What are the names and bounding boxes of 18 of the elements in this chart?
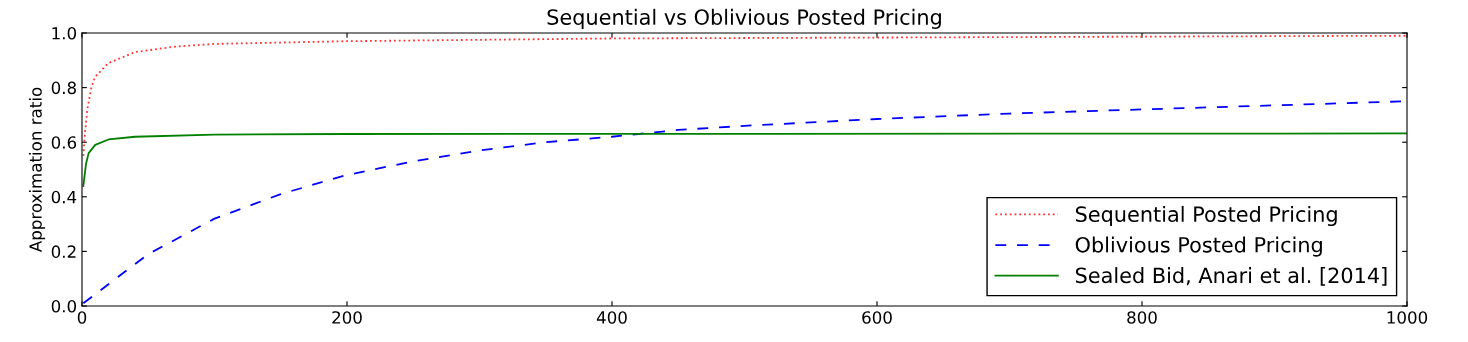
y-axis-title: Approximation ratio [28, 87, 46, 253]
x-tick-label: 200 [332, 311, 362, 324]
y-tick-label: 0.0 [51, 299, 77, 313]
y-tick-label: 0.4 [51, 190, 77, 204]
chart-title: Sequential vs Oblivious Posted Pricing [547, 8, 941, 29]
x-tick-label: 800 [1127, 311, 1157, 324]
y-tick-label: 0.6 [51, 136, 77, 149]
legend-label: Sealed Bid, Anari et al. [2014] [1075, 267, 1387, 286]
x-tick-label: 400 [596, 311, 627, 324]
x-tick-label: 600 [862, 311, 892, 324]
legend-label: Sequential Posted Pricing [1075, 205, 1337, 227]
x-tick-label: 0 [77, 311, 87, 324]
legend-label: Oblivious Posted Pricing [1075, 236, 1322, 257]
y-tick-label: 0.8 [51, 81, 76, 95]
line-series [82, 132, 1407, 187]
x-tick-label: 1000 [1387, 311, 1428, 324]
y-tick-label: 1.0 [52, 26, 77, 40]
y-tick-label: 0.2 [51, 245, 76, 258]
